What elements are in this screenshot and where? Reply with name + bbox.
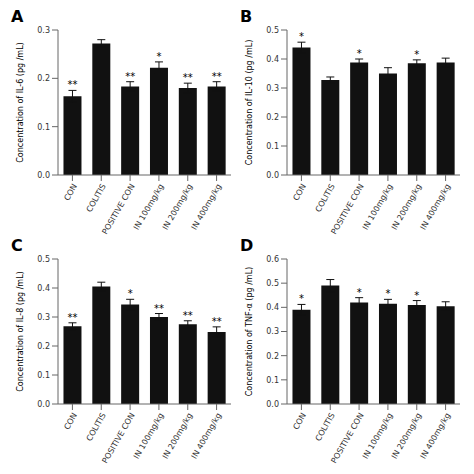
svg-text:0.0: 0.0: [37, 171, 50, 180]
svg-text:IN 400mg/kg: IN 400mg/kg: [419, 411, 453, 460]
svg-text:**: **: [212, 316, 222, 327]
svg-text:*: *: [299, 293, 304, 304]
svg-text:**: **: [67, 312, 77, 323]
svg-text:*: *: [385, 288, 390, 299]
svg-text:**: **: [67, 79, 77, 90]
svg-text:0.6: 0.6: [266, 255, 279, 264]
svg-text:IN 400mg/kg: IN 400mg/kg: [190, 182, 224, 231]
svg-text:0.2: 0.2: [37, 74, 50, 83]
svg-text:Concentration of IL-8 (pg /mL): Concentration of IL-8 (pg /mL): [16, 271, 25, 391]
svg-text:0.4: 0.4: [266, 55, 279, 64]
svg-text:IN 200mg/kg: IN 200mg/kg: [390, 182, 424, 231]
html-text:C: C: [11, 236, 23, 255]
svg-text:COLITIS: COLITIS: [85, 182, 108, 213]
svg-text:0.3: 0.3: [37, 313, 50, 322]
svg-text:IN 400mg/kg: IN 400mg/kg: [190, 411, 224, 460]
svg-text:IN 100mg/kg: IN 100mg/kg: [361, 411, 395, 460]
svg-text:COLITIS: COLITIS: [85, 411, 108, 442]
svg-text:CON: CON: [291, 411, 308, 431]
svg-text:0.5: 0.5: [266, 26, 279, 35]
svg-text:CON: CON: [62, 182, 79, 202]
svg-text:IN 100mg/kg: IN 100mg/kg: [361, 182, 395, 231]
svg-text:**: **: [125, 71, 135, 82]
svg-text:IN 200mg/kg: IN 200mg/kg: [161, 182, 195, 231]
svg-text:0.4: 0.4: [266, 303, 279, 312]
svg-text:0.2: 0.2: [266, 113, 279, 122]
svg-text:IN 100mg/kg: IN 100mg/kg: [132, 411, 166, 460]
svg-text:0.1: 0.1: [266, 376, 279, 385]
svg-text:POSITIVE CON: POSITIVE CON: [330, 182, 366, 236]
svg-text:COLITIS: COLITIS: [314, 411, 337, 442]
svg-text:CON: CON: [291, 182, 308, 202]
svg-text:POSITIVE CON: POSITIVE CON: [330, 411, 366, 465]
html-text:B: B: [240, 7, 253, 26]
svg-text:*: *: [128, 288, 133, 299]
svg-text:**: **: [212, 71, 222, 82]
svg-text:0.5: 0.5: [37, 255, 50, 264]
svg-text:0.4: 0.4: [37, 284, 50, 293]
svg-text:0.1: 0.1: [37, 123, 50, 132]
svg-text:0.3: 0.3: [266, 327, 279, 336]
svg-text:IN 100mg/kg: IN 100mg/kg: [132, 182, 166, 231]
svg-text:Concentration of IL-10 (pg /mL: Concentration of IL-10 (pg /mL): [245, 40, 254, 166]
svg-text:CON: CON: [62, 411, 79, 431]
svg-text:**: **: [183, 72, 193, 83]
svg-text:0.0: 0.0: [266, 171, 279, 180]
html-text:D: D: [240, 236, 254, 255]
svg-text:POSITIVE CON: POSITIVE CON: [101, 182, 137, 236]
svg-text:0.2: 0.2: [37, 342, 50, 351]
svg-text:*: *: [414, 49, 419, 60]
svg-text:0.5: 0.5: [266, 279, 279, 288]
svg-text:*: *: [299, 31, 304, 42]
svg-text:**: **: [154, 303, 164, 314]
svg-text:0.3: 0.3: [266, 84, 279, 93]
svg-text:0.1: 0.1: [37, 371, 50, 380]
svg-text:*: *: [357, 287, 362, 298]
svg-text:IN 200mg/kg: IN 200mg/kg: [161, 411, 195, 460]
svg-text:*: *: [156, 51, 161, 62]
svg-text:POSITIVE CON: POSITIVE CON: [101, 411, 137, 465]
svg-text:Concentration of TNF-α (pg /mL: Concentration of TNF-α (pg /mL): [245, 267, 254, 396]
svg-text:0.0: 0.0: [266, 400, 279, 409]
html-text:A: A: [11, 7, 24, 26]
svg-text:Concentration of IL-6 (pg /mL): Concentration of IL-6 (pg /mL): [16, 42, 25, 162]
svg-text:COLITIS: COLITIS: [314, 182, 337, 213]
svg-text:IN 400mg/kg: IN 400mg/kg: [419, 182, 453, 231]
svg-text:0.2: 0.2: [266, 352, 279, 361]
svg-text:IN 200mg/kg: IN 200mg/kg: [390, 411, 424, 460]
svg-text:0.3: 0.3: [37, 26, 50, 35]
svg-text:*: *: [357, 48, 362, 59]
svg-text:0.1: 0.1: [266, 142, 279, 151]
svg-text:*: *: [414, 290, 419, 301]
svg-text:0.0: 0.0: [37, 400, 50, 409]
svg-text:**: **: [183, 310, 193, 321]
